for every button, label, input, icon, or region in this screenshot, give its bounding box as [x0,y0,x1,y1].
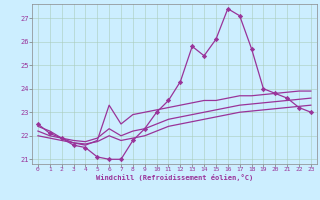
X-axis label: Windchill (Refroidissement éolien,°C): Windchill (Refroidissement éolien,°C) [96,174,253,181]
